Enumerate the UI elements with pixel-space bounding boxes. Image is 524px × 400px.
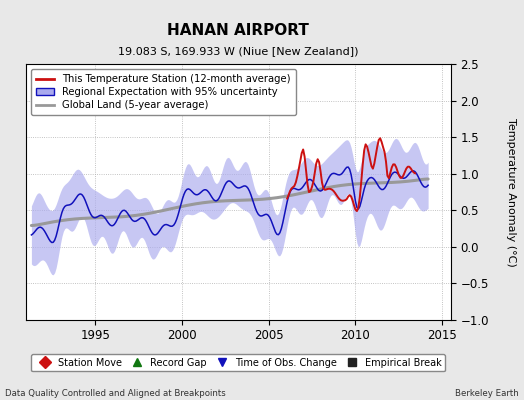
Text: Berkeley Earth: Berkeley Earth [455,389,519,398]
Text: Data Quality Controlled and Aligned at Breakpoints: Data Quality Controlled and Aligned at B… [5,389,226,398]
Text: 19.083 S, 169.933 W (Niue [New Zealand]): 19.083 S, 169.933 W (Niue [New Zealand]) [118,46,358,56]
Y-axis label: Temperature Anomaly (°C): Temperature Anomaly (°C) [506,118,516,266]
Legend: Station Move, Record Gap, Time of Obs. Change, Empirical Break: Station Move, Record Gap, Time of Obs. C… [31,354,445,372]
Text: HANAN AIRPORT: HANAN AIRPORT [168,23,309,38]
